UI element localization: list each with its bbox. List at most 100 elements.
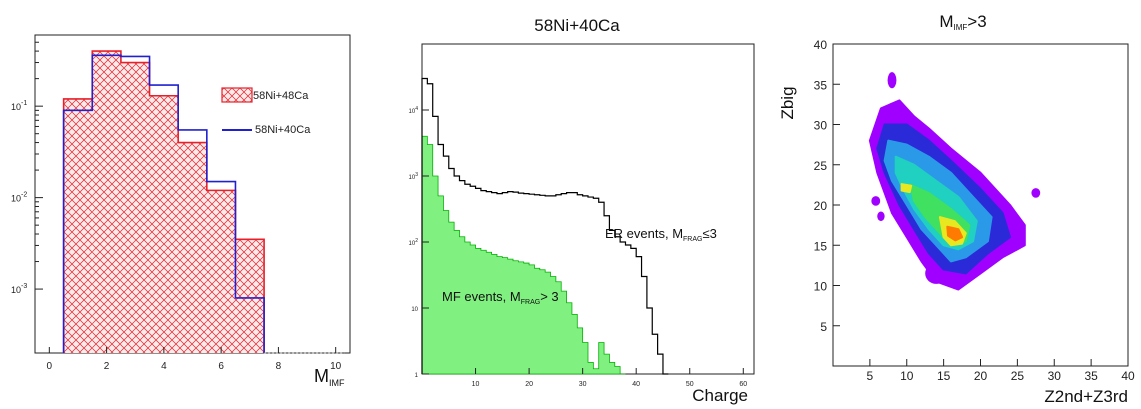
bar-48ca xyxy=(235,239,265,353)
panel-imf-multiplicity: 0 2 4 6 8 10 10-110-210-3 58Ni+48Ca 58Ni+40Ca… xyxy=(11,34,351,388)
y-tick-label: 102 xyxy=(409,238,419,247)
x-tick-label: 25 xyxy=(1011,369,1025,383)
y-tick-exp: -1 xyxy=(21,100,27,107)
x-tick-label: 8 xyxy=(276,361,282,372)
y-tick-base: 10 xyxy=(11,285,21,295)
y-tick-label: 10-1 xyxy=(11,100,27,112)
x-axis-label: MIMF xyxy=(314,366,345,388)
legend: 58Ni+48Ca 58Ni+40Ca xyxy=(221,87,311,136)
annotation-mf-sub: FRAG xyxy=(521,299,540,306)
x-tick-label: 10 xyxy=(472,381,480,388)
mf-events-histogram xyxy=(421,135,626,375)
annotation-mf-text: MF events, M xyxy=(442,289,521,304)
bar-48ca xyxy=(206,190,236,353)
legend-swatch-48ca xyxy=(221,87,253,103)
y-tick-label: 10 xyxy=(411,307,418,313)
title-main: M xyxy=(939,12,953,31)
annotation-mf-suffix: > 3 xyxy=(540,289,558,304)
x-tick-label: 10 xyxy=(330,361,342,372)
annotation-er-text: ER events, M xyxy=(605,226,683,241)
annotation-er-events: ER events, MFRAG≤3 xyxy=(605,226,717,243)
y-tick-label: 1 xyxy=(415,373,419,379)
y-tick-base: 1 xyxy=(415,373,419,379)
y-tick-base: 10 xyxy=(409,109,416,115)
annotation-mf-events: MF events, MFRAG> 3 xyxy=(442,289,559,306)
x-tick-label: 20 xyxy=(525,381,533,388)
chart-title: 58Ni+40Ca xyxy=(534,16,620,35)
histogram-bars xyxy=(62,50,345,354)
title-suffix: >3 xyxy=(967,12,986,31)
contour-island xyxy=(1031,188,1041,198)
x-tick-label: 4 xyxy=(161,361,167,372)
y-tick-base: 10 xyxy=(409,241,416,247)
x-tick-label: 2 xyxy=(104,361,110,372)
x-tick-label: 6 xyxy=(218,361,224,372)
bar-48ca xyxy=(92,51,121,353)
x-tick-label: 30 xyxy=(1048,369,1062,383)
x-axis-label: Charge xyxy=(692,386,748,405)
x-tick-label: 40 xyxy=(1121,369,1135,383)
x-tick-label: 5 xyxy=(867,369,874,383)
y-tick-label: 40 xyxy=(814,38,828,52)
x-ticks: 5 10 15 20 25 30 35 40 xyxy=(867,359,1135,383)
y-tick-label: 10-2 xyxy=(11,192,27,204)
legend-label-48ca: 58Ni+48Ca xyxy=(253,90,309,102)
x-ticks: 10 20 30 40 50 60 xyxy=(472,368,747,388)
x-tick-label: 15 xyxy=(937,369,951,383)
contour-island xyxy=(877,211,885,222)
annotation-er-sub: FRAG xyxy=(683,236,702,243)
x-axis-label-sub: IMF xyxy=(329,378,345,388)
er-events-line xyxy=(421,77,669,375)
y-tick-label: 15 xyxy=(814,239,828,253)
contour-island xyxy=(871,196,881,206)
y-tick-exp: -3 xyxy=(21,283,27,290)
x-tick-label: 30 xyxy=(579,381,587,388)
contour-level-7 xyxy=(946,225,964,242)
y-tick-label: 25 xyxy=(814,159,828,173)
y-axis-label: Zbig xyxy=(778,86,797,119)
y-tick-label: 20 xyxy=(814,199,828,213)
er-events-histogram xyxy=(421,77,669,375)
bar-48ca xyxy=(149,95,179,353)
series-line-40ca xyxy=(62,54,265,353)
y-tick-label: 104 xyxy=(409,106,419,115)
bar-48ca xyxy=(120,62,150,353)
y-ticks: 10-110-210-3 xyxy=(11,41,43,295)
x-tick-label: 60 xyxy=(739,381,747,388)
x-tick-label: 10 xyxy=(900,369,914,383)
y-tick-exp: 3 xyxy=(415,172,418,178)
legend-label-40ca: 58Ni+40Ca xyxy=(255,124,311,136)
y-tick-base: 10 xyxy=(409,175,416,181)
x-tick-label: 35 xyxy=(1084,369,1098,383)
y-tick-exp: -2 xyxy=(21,192,27,199)
mf-events-area xyxy=(421,135,626,375)
y-tick-label: 103 xyxy=(409,172,419,181)
y-tick-label: 30 xyxy=(814,119,828,133)
x-tick-label: 0 xyxy=(47,361,53,372)
chart-title: MIMF>3 xyxy=(939,12,986,32)
bar-48ca xyxy=(63,98,93,353)
x-tick-label: 40 xyxy=(632,381,640,388)
contour-level-6 xyxy=(900,183,913,194)
contour-island xyxy=(887,72,897,89)
x-ticks: 0 2 4 6 8 10 xyxy=(47,347,342,372)
x-tick-label: 20 xyxy=(974,369,988,383)
y-tick-exp: 2 xyxy=(415,238,418,244)
annotation-er-suffix: ≤3 xyxy=(702,226,716,241)
y-ticks: 5 10 15 20 25 30 35 40 xyxy=(814,38,840,334)
y-tick-label: 10-3 xyxy=(11,283,27,295)
heatmap-contours xyxy=(868,72,1041,291)
y-tick-exp: 4 xyxy=(415,106,418,112)
title-sub: IMF xyxy=(954,23,968,32)
bar-48ca xyxy=(178,142,207,353)
x-axis-label-main: M xyxy=(314,366,329,386)
x-axis-label: Z2nd+Z3rd xyxy=(1044,387,1128,406)
y-tick-label: 5 xyxy=(820,320,827,334)
y-tick-label: 10 xyxy=(814,280,828,294)
y-tick-label: 35 xyxy=(814,78,828,92)
y-tick-base: 10 xyxy=(411,307,418,313)
panel-zbig-vs-z2z3: MIMF>3 5 10 15 20 25 30 35 40 5 10 15 20 25 30 35 40 Z… xyxy=(778,12,1135,406)
